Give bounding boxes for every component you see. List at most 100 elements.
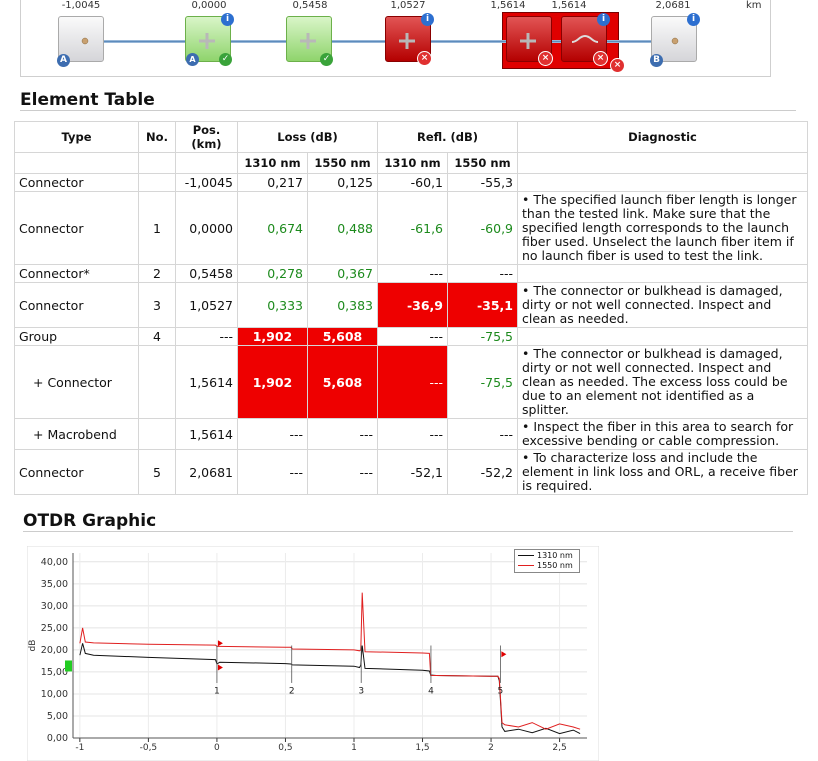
header-refl-1550: 1550 nm bbox=[447, 152, 518, 174]
link-view: -1,0045 0,0000 0,5458 1,0527 1,5614 1,56… bbox=[20, 0, 771, 77]
cell-diagnostic bbox=[517, 173, 808, 192]
y-tick-label: 20,00 bbox=[41, 645, 68, 656]
table-row[interactable]: + Connector 1,5614 1,902 5,608 --- -75,5… bbox=[14, 345, 808, 419]
cell-loss-1310: 0,674 bbox=[237, 191, 308, 265]
trace-1310nm bbox=[79, 643, 581, 735]
cell-refl-1310: -52,1 bbox=[377, 449, 448, 495]
cell-loss-1310: 0,278 bbox=[237, 264, 308, 283]
pass-check-icon: ✓ bbox=[219, 53, 232, 66]
legend-label: 1550 nm bbox=[537, 561, 573, 570]
y-tick-label: 15,00 bbox=[41, 667, 68, 678]
info-icon[interactable]: i bbox=[221, 13, 234, 26]
connector-1-element[interactable]: i ✓ A bbox=[185, 13, 234, 66]
x-tick-label: -0,5 bbox=[140, 743, 158, 753]
span-marker-icon bbox=[217, 664, 223, 671]
x-tick-label: -1 bbox=[75, 743, 84, 753]
group-connector-element[interactable]: × bbox=[506, 16, 553, 66]
macrobend-element[interactable]: i × bbox=[561, 13, 610, 66]
cell-diagnostic bbox=[517, 327, 808, 346]
table-row[interactable]: + Macrobend 1,5614 --- --- --- --- • Ins… bbox=[14, 418, 808, 450]
connector-plus-icon bbox=[300, 33, 316, 49]
info-icon[interactable]: i bbox=[597, 13, 610, 26]
cell-no: 1 bbox=[138, 191, 176, 265]
connector-3-element[interactable]: i × bbox=[385, 13, 434, 66]
cell-diagnostic bbox=[517, 264, 808, 283]
table-row[interactable]: Connector 1 0,0000 0,674 0,488 -61,6 -60… bbox=[14, 191, 808, 265]
cell-type: + Connector bbox=[14, 345, 139, 419]
x-tick-label: 1 bbox=[351, 743, 357, 753]
y-tick-label: 40,00 bbox=[41, 557, 68, 568]
fail-x-icon: × bbox=[593, 51, 608, 66]
info-icon[interactable]: i bbox=[687, 13, 700, 26]
header-refl: Refl. (dB) bbox=[377, 121, 518, 153]
info-icon[interactable]: i bbox=[421, 13, 434, 26]
cell-no bbox=[138, 345, 176, 419]
marker-a-icon: A bbox=[186, 53, 199, 66]
cell-loss-1550: 0,488 bbox=[307, 191, 378, 265]
cell-refl-1550: -75,5 bbox=[447, 345, 518, 419]
cell-refl-1310: --- bbox=[377, 418, 448, 450]
span-marker-icon bbox=[217, 640, 223, 647]
cell-refl-1550: -60,9 bbox=[447, 191, 518, 265]
position-label: -1,0045 bbox=[61, 0, 101, 11]
cell-loss-1310: 1,902 bbox=[237, 327, 308, 346]
cell-loss-1550: 0,383 bbox=[307, 282, 378, 328]
launch-start-element[interactable]: A bbox=[57, 16, 104, 67]
position-label: 0,0000 bbox=[191, 0, 227, 11]
table-row[interactable]: Connector* 2 0,5458 0,278 0,367 --- --- bbox=[14, 264, 808, 283]
event-marker-label: 3 bbox=[358, 686, 364, 696]
table-row[interactable]: Connector -1,0045 0,217 0,125 -60,1 -55,… bbox=[14, 173, 808, 192]
table-row[interactable]: Group 4 --- 1,902 5,608 --- -75,5 bbox=[14, 327, 808, 346]
legend-item: 1550 nm bbox=[518, 561, 573, 571]
cell-type: Connector bbox=[14, 191, 139, 265]
connector-plus-icon bbox=[399, 33, 415, 49]
header-refl-1310: 1310 nm bbox=[377, 152, 448, 174]
x-tick-label: 0 bbox=[214, 743, 220, 753]
cell-no: 3 bbox=[138, 282, 176, 328]
legend-label: 1310 nm bbox=[537, 551, 573, 560]
event-marker-label: 1 bbox=[214, 686, 220, 696]
table-row[interactable]: Connector 3 1,0527 0,333 0,383 -36,9 -35… bbox=[14, 282, 808, 328]
y-tick-label: 5,00 bbox=[47, 711, 68, 722]
element-table-title: Element Table bbox=[20, 90, 155, 110]
legend-item: 1310 nm bbox=[518, 551, 573, 561]
element-table: Type No. Pos. (km) Loss (dB) Refl. (dB) … bbox=[14, 121, 808, 495]
cell-pos: 0,5458 bbox=[175, 264, 238, 283]
cell-type: Group bbox=[14, 327, 139, 346]
position-label: 1,0527 bbox=[390, 0, 426, 11]
cell-refl-1550: -35,1 bbox=[447, 282, 518, 328]
event-marker-label: 5 bbox=[498, 686, 504, 696]
cell-type: Connector bbox=[14, 282, 139, 328]
cell-refl-1310: -36,9 bbox=[377, 282, 448, 328]
position-label: 1,5614 bbox=[490, 0, 526, 11]
y-tick-label: 30,00 bbox=[41, 601, 68, 612]
connector-2-element[interactable]: ✓ bbox=[286, 16, 333, 66]
position-label: 2,0681 bbox=[655, 0, 691, 11]
group-fail-x-icon: × bbox=[610, 58, 625, 73]
cell-loss-1310: --- bbox=[237, 418, 308, 450]
x-tick-label: 0,5 bbox=[278, 743, 292, 753]
cell-refl-1310: -61,6 bbox=[377, 191, 448, 265]
cell-type: Connector* bbox=[14, 264, 139, 283]
cell-refl-1550: --- bbox=[447, 418, 518, 450]
cell-pos: --- bbox=[175, 327, 238, 346]
cell-no: 4 bbox=[138, 327, 176, 346]
table-row[interactable]: Connector 5 2,0681 --- --- -52,1 -52,2 •… bbox=[14, 449, 808, 495]
cell-pos: 1,5614 bbox=[175, 345, 238, 419]
cell-pos: 2,0681 bbox=[175, 449, 238, 495]
cell-pos: 0,0000 bbox=[175, 191, 238, 265]
x-tick-label: 1,5 bbox=[415, 743, 429, 753]
cell-refl-1550: --- bbox=[447, 264, 518, 283]
cell-pos: 1,5614 bbox=[175, 418, 238, 450]
macrobend-wave-icon bbox=[572, 34, 598, 43]
y-axis-label: dB bbox=[28, 640, 38, 652]
fail-x-icon: × bbox=[538, 51, 553, 66]
cell-loss-1550: 0,125 bbox=[307, 173, 378, 192]
launch-level-marker bbox=[65, 660, 72, 672]
otdr-chart[interactable]: 0,005,0010,0015,0020,0025,0030,0035,0040… bbox=[27, 546, 599, 761]
cell-diagnostic: • Inspect the fiber in this area to sear… bbox=[517, 418, 808, 450]
pass-check-icon: ✓ bbox=[320, 53, 333, 66]
cell-no: 5 bbox=[138, 449, 176, 495]
cell-no bbox=[138, 173, 176, 192]
chart-legend: 1310 nm 1550 nm bbox=[514, 549, 580, 573]
